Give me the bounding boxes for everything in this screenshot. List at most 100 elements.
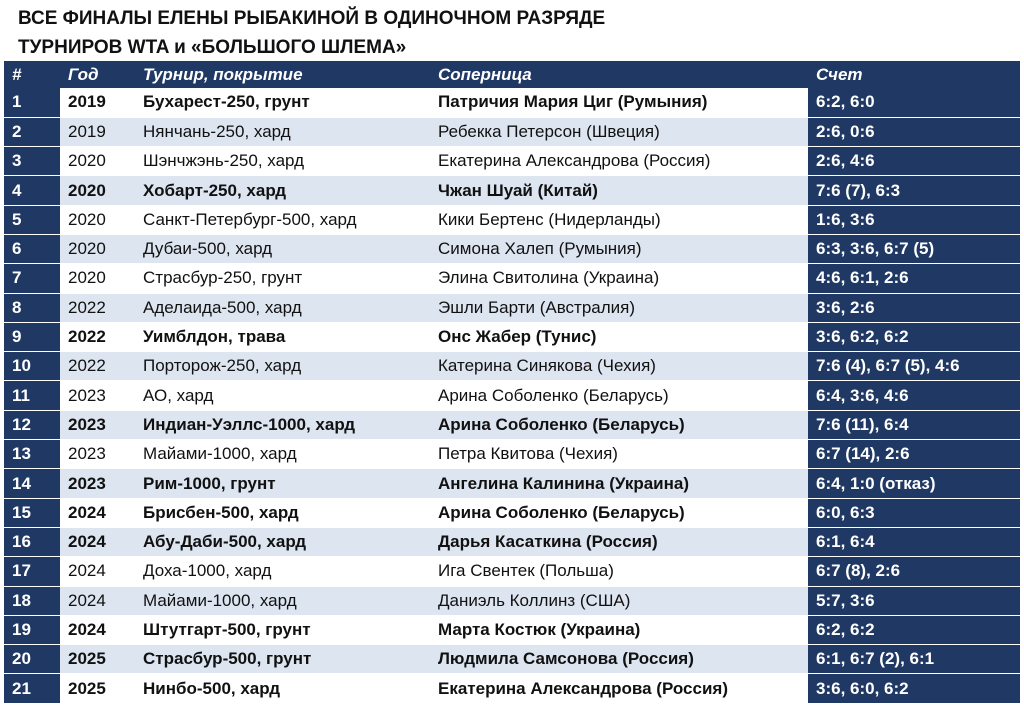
table-row: 15 2024 Брисбен-500, хард Арина Соболенко (… [4, 498, 1020, 528]
table-cell: 3:6, 6:2, 6:2 [808, 322, 1020, 353]
table-row: 14 2023 Рим-1000, грунт Ангелина Калинина (… [4, 468, 1020, 499]
table-cell: 2022 [60, 322, 135, 353]
table-cell: 2:6, 4:6 [808, 146, 1020, 177]
table-cell: 2023 [60, 468, 135, 499]
table-cell: 2:6, 0:6 [808, 117, 1020, 148]
table-cell: 2019 [60, 117, 135, 148]
table-cell: Ангелина Калинина (Украина) [430, 468, 808, 499]
table-cell: 2024 [60, 586, 135, 616]
table-cell: 2020 [60, 234, 135, 265]
table-row: 1 2019 Бухарест-250, грунт Патричия Мария Ц… [4, 88, 1020, 118]
table-cell: 9 [4, 322, 60, 353]
table-cell: Доха-1000, хард [135, 556, 430, 587]
table-cell: 21 [4, 673, 60, 704]
table-row: 18 2024 Майами-1000, хард Даниэль Коллинз (… [4, 586, 1020, 616]
table-cell: Элина Свитолина (Украина) [430, 263, 808, 294]
table-cell: 2024 [60, 498, 135, 528]
table-row: 13 2023 Майами-1000, хард Петра Квитова (Че… [4, 439, 1020, 470]
table-cell: 7:6 (7), 6:3 [808, 175, 1020, 206]
table-cell: 20 [4, 644, 60, 675]
table-row: 3 2020 Шэнчжэнь-250, хард Екатерина Алексан… [4, 146, 1020, 177]
table-row: 17 2024 Доха-1000, хард Ига Свентек (Польша… [4, 556, 1020, 587]
table-cell: 2023 [60, 410, 135, 441]
table-cell: Ига Свентек (Польша) [430, 556, 808, 587]
table-cell: 2019 [60, 88, 135, 118]
table-cell: Майами-1000, хард [135, 439, 430, 470]
table-row: 4 2020 Хобарт-250, хард Чжан Шуай (Китай) 7:… [4, 175, 1020, 206]
table-cell: 6:3, 3:6, 6:7 (5) [808, 234, 1020, 265]
table-cell: 2020 [60, 263, 135, 294]
table-cell: 2020 [60, 205, 135, 235]
title-line: ВСЕ ФИНАЛЫ ЕЛЕНЫ РЫБАКИНОЙ В ОДИНОЧНОМ Р… [18, 8, 606, 29]
table-cell: Онс Жабер (Тунис) [430, 322, 808, 353]
title: ВСЕ ФИНАЛЫ ЕЛЕНЫ РЫБАКИНОЙ В ОДИНОЧНОМ Р… [18, 4, 605, 62]
header-row: # Год Турнир, покрытие Соперница Счет [4, 61, 1020, 88]
table-cell: 19 [4, 615, 60, 646]
header-cell: # [4, 61, 60, 88]
table-cell: Уимблдон, трава [135, 322, 430, 353]
table-cell: Страсбур-250, грунт [135, 263, 430, 294]
table-cell: 18 [4, 586, 60, 616]
table-cell: Майами-1000, хард [135, 586, 430, 616]
table-cell: 3:6, 6:0, 6:2 [808, 673, 1020, 704]
table-cell: 4:6, 6:1, 2:6 [808, 263, 1020, 294]
table-cell: 3 [4, 146, 60, 177]
table-row: 10 2022 Порторож-250, хард Катерина Синяков… [4, 351, 1020, 382]
table-cell: 6:4, 3:6, 4:6 [808, 380, 1020, 411]
table-cell: Санкт-Петербург-500, хард [135, 205, 430, 235]
table-cell: Даниэль Коллинз (США) [430, 586, 808, 616]
table-row: 21 2025 Нинбо-500, хард Екатерина Александр… [4, 673, 1020, 704]
table-cell: 6:2, 6:0 [808, 88, 1020, 118]
table-cell: 2024 [60, 615, 135, 646]
table-cell: Дубаи-500, хард [135, 234, 430, 265]
table-cell: 2023 [60, 439, 135, 470]
table-cell: Петра Квитова (Чехия) [430, 439, 808, 470]
table-cell: Бухарест-250, грунт [135, 88, 430, 118]
table-row: 8 2022 Аделаида-500, хард Эшли Барти (Австр… [4, 293, 1020, 323]
table-cell: 2024 [60, 556, 135, 587]
table-row: 19 2024 Штутгарт-500, грунт Марта Костюк (У… [4, 615, 1020, 646]
table-cell: 5:7, 3:6 [808, 586, 1020, 616]
header-cell: Счет [808, 61, 1020, 88]
table-cell: Екатерина Александрова (Россия) [430, 673, 808, 704]
table-cell: Страсбур-500, грунт [135, 644, 430, 675]
table-cell: Екатерина Александрова (Россия) [430, 146, 808, 177]
table-cell: 2020 [60, 175, 135, 206]
table-cell: Рим-1000, грунт [135, 468, 430, 499]
table-cell: 6:1, 6:4 [808, 527, 1020, 558]
table-cell: 2025 [60, 673, 135, 704]
table-cell: 11 [4, 380, 60, 411]
table-cell: 2023 [60, 380, 135, 411]
finals-table: # Год Турнир, покрытие Соперница Счет 1 2019 Б… [4, 61, 1020, 704]
table-cell: 5 [4, 205, 60, 235]
table-cell: Патричия Мария Циг (Румыния) [430, 88, 808, 118]
table-cell: 6:0, 6:3 [808, 498, 1020, 528]
table-cell: Ребекка Петерсон (Швеция) [430, 117, 808, 148]
table-cell: 7 [4, 263, 60, 294]
header-cell: Турнир, покрытие [135, 61, 430, 88]
table-cell: 2024 [60, 527, 135, 558]
table-row: 12 2023 Индиан-Уэллс-1000, хард Арина Собол… [4, 410, 1020, 441]
table-row: 9 2022 Уимблдон, трава Онс Жабер (Тунис) 3:6… [4, 322, 1020, 353]
table-cell: АО, хард [135, 380, 430, 411]
table-cell: Абу-Даби-500, хард [135, 527, 430, 558]
table-row: 7 2020 Страсбур-250, грунт Элина Свитолина … [4, 263, 1020, 294]
table-cell: 13 [4, 439, 60, 470]
table-cell: Арина Соболенко (Беларусь) [430, 380, 808, 411]
table-cell: Индиан-Уэллс-1000, хард [135, 410, 430, 441]
table-row: 16 2024 Абу-Даби-500, хард Дарья Касаткина … [4, 527, 1020, 558]
table-cell: 4 [4, 175, 60, 206]
table-cell: Людмила Самсонова (Россия) [430, 644, 808, 675]
table-cell: 6:4, 1:0 (отказ) [808, 468, 1020, 499]
table-cell: 6:7 (8), 2:6 [808, 556, 1020, 587]
table-cell: 6:2, 6:2 [808, 615, 1020, 646]
table-cell: 1:6, 3:6 [808, 205, 1020, 235]
table-cell: 8 [4, 293, 60, 323]
table-cell: Нянчань-250, хард [135, 117, 430, 148]
table-cell: Арина Соболенко (Беларусь) [430, 410, 808, 441]
table-body: 1 2019 Бухарест-250, грунт Патричия Мария Ц… [4, 88, 1020, 704]
table-cell: Брисбен-500, хард [135, 498, 430, 528]
table-cell: 2022 [60, 293, 135, 323]
table-cell: 6:1, 6:7 (2), 6:1 [808, 644, 1020, 675]
